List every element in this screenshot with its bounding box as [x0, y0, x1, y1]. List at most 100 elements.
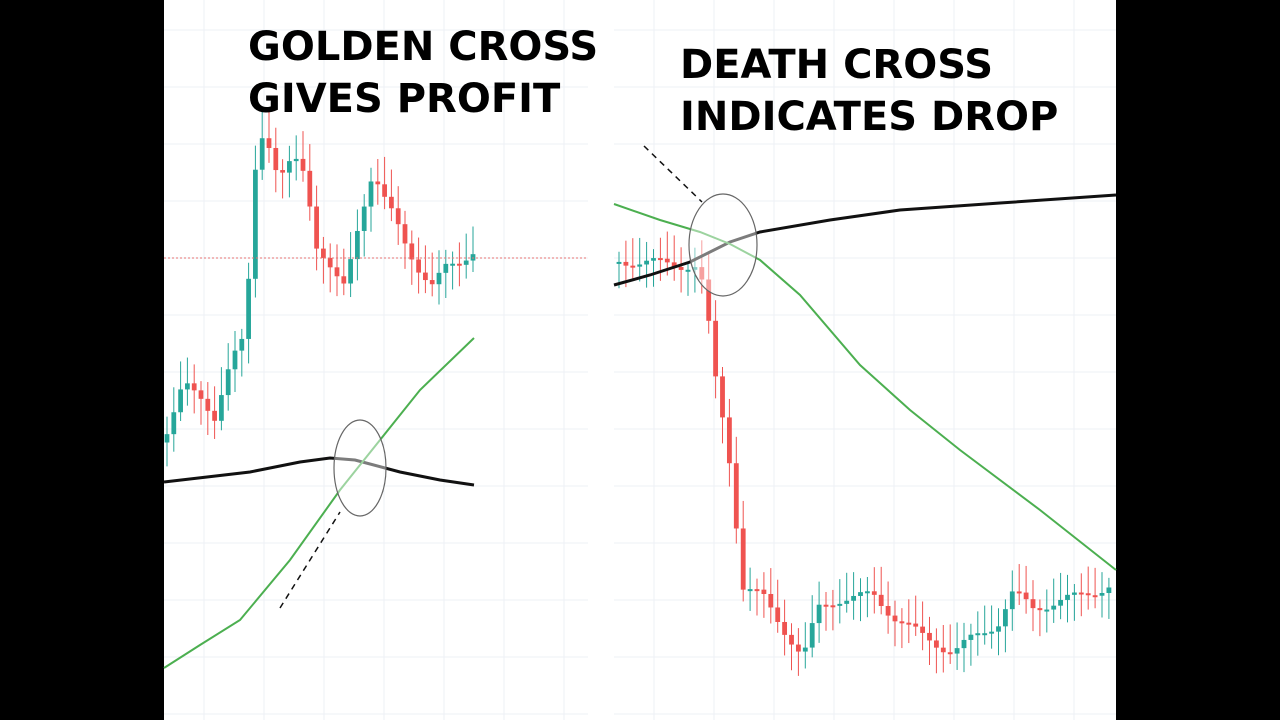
candle	[225, 369, 231, 396]
candle	[795, 644, 801, 652]
candle	[637, 264, 643, 267]
candle	[423, 272, 428, 281]
candle	[1023, 592, 1029, 600]
candle	[314, 206, 319, 249]
candle	[678, 266, 684, 270]
candle	[747, 589, 753, 592]
candle	[1016, 591, 1022, 594]
black-ma	[613, 193, 1117, 287]
candle	[246, 278, 251, 339]
candle	[1106, 587, 1112, 594]
candle	[940, 647, 946, 653]
candle	[754, 589, 760, 592]
candle	[864, 591, 870, 594]
candle	[616, 261, 622, 264]
candle	[851, 595, 857, 601]
green-ma	[163, 337, 475, 669]
candle	[307, 170, 313, 207]
candle	[733, 463, 739, 529]
candle	[280, 170, 285, 173]
candle	[844, 600, 850, 604]
candle	[273, 147, 279, 171]
candle	[927, 632, 932, 641]
candle	[885, 606, 891, 616]
candle	[830, 605, 836, 608]
candle	[409, 243, 415, 260]
candle	[685, 269, 691, 272]
candle	[982, 633, 988, 636]
candle	[968, 634, 974, 640]
moving-averages	[163, 193, 1117, 669]
candle	[789, 634, 794, 645]
panel-title: INDICATES DROP	[680, 94, 1058, 140]
candle	[416, 259, 421, 273]
candle	[348, 259, 353, 284]
pointer-line	[643, 145, 703, 203]
candle	[334, 267, 340, 277]
candle	[198, 390, 204, 399]
candle	[692, 267, 698, 270]
candle	[947, 652, 953, 655]
candle	[892, 615, 898, 622]
candle	[463, 260, 469, 265]
cross-circle	[688, 193, 758, 297]
letterbox-left	[0, 0, 164, 720]
candle	[933, 640, 939, 648]
candle	[651, 258, 656, 261]
candle	[706, 279, 712, 321]
candle	[858, 592, 863, 596]
green-ma	[613, 203, 1117, 571]
candle	[450, 263, 455, 266]
candle	[768, 593, 774, 608]
candle	[989, 631, 995, 634]
candle	[1009, 591, 1015, 610]
candle	[782, 621, 788, 635]
candle	[253, 169, 258, 279]
pointer-line	[279, 511, 341, 609]
candle	[1002, 609, 1008, 627]
candle	[657, 258, 663, 261]
candle	[389, 196, 394, 209]
panel-title: GIVES PROFIT	[248, 76, 561, 122]
candle	[623, 261, 629, 266]
candle	[906, 622, 912, 625]
candle	[436, 272, 442, 285]
candle	[720, 376, 725, 418]
candle	[443, 263, 449, 273]
candle	[1092, 595, 1098, 598]
candle	[775, 607, 781, 622]
candle	[1085, 593, 1091, 596]
candle	[164, 434, 170, 443]
candle	[802, 647, 808, 652]
candle	[219, 395, 224, 421]
candle	[740, 528, 746, 590]
candle	[899, 621, 905, 624]
candle	[355, 230, 360, 260]
candle	[671, 262, 677, 267]
candle	[402, 224, 408, 244]
candle	[761, 589, 767, 594]
candle	[239, 338, 245, 351]
candle	[1044, 609, 1050, 612]
candle	[1030, 599, 1036, 609]
candle	[837, 603, 843, 606]
candle	[1099, 593, 1105, 596]
candle	[205, 398, 211, 411]
candle	[954, 648, 960, 654]
candle	[375, 181, 381, 185]
candle	[327, 257, 333, 268]
candle	[178, 389, 183, 413]
candle	[457, 263, 462, 266]
letterbox-right	[1116, 0, 1280, 720]
candle	[361, 206, 367, 231]
candle	[300, 158, 306, 171]
candle	[1037, 608, 1043, 611]
candle	[1065, 594, 1070, 600]
candle	[266, 138, 272, 148]
candle	[713, 320, 719, 377]
candles	[164, 110, 1112, 676]
candle	[470, 254, 476, 261]
candle	[232, 350, 238, 370]
candle	[961, 639, 967, 649]
